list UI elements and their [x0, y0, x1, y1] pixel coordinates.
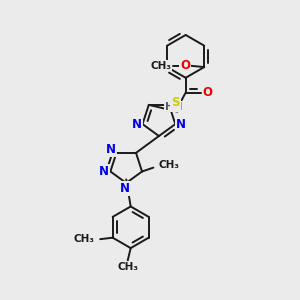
Text: O: O: [180, 59, 190, 72]
Text: CH₃: CH₃: [74, 234, 95, 244]
Text: N: N: [120, 182, 130, 195]
Text: CH₃: CH₃: [159, 160, 180, 170]
Text: N: N: [99, 165, 109, 178]
Text: N: N: [106, 143, 116, 156]
Text: N: N: [132, 118, 142, 130]
Text: N: N: [176, 118, 186, 130]
Text: CH₃: CH₃: [117, 262, 138, 272]
Text: S: S: [171, 96, 180, 109]
Text: O: O: [203, 86, 213, 99]
Text: CH₃: CH₃: [151, 61, 172, 70]
Text: HN: HN: [165, 102, 182, 112]
